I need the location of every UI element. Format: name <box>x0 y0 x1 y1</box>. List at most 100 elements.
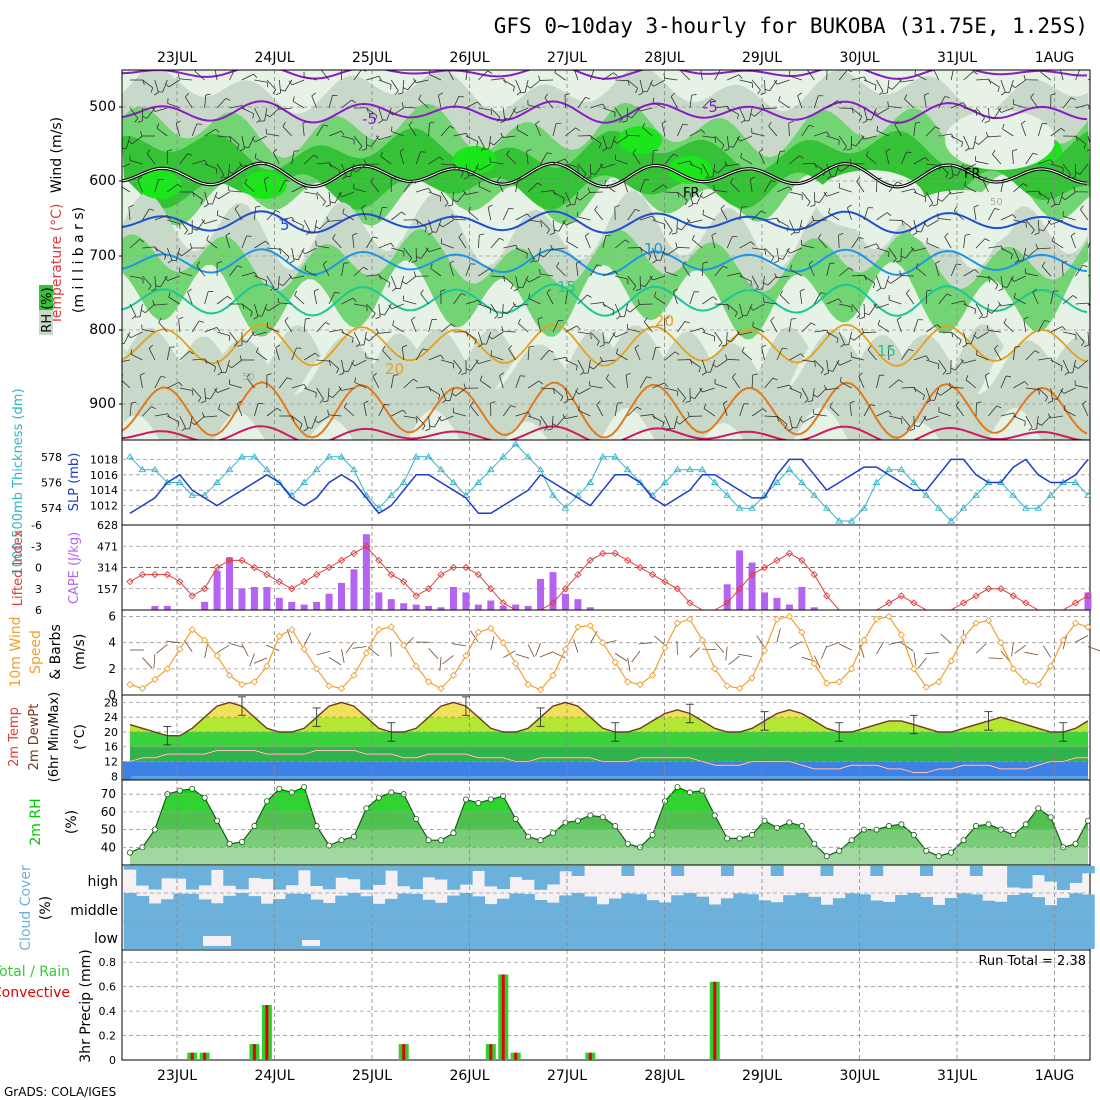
cloud-middle-bar <box>1044 905 1058 921</box>
wind-barb-flag <box>1083 143 1087 149</box>
temp-tick-label: 8 <box>111 770 118 783</box>
wind-barb-flag <box>200 400 206 404</box>
wind-barb <box>801 191 811 203</box>
wind-barb-flag <box>329 361 331 367</box>
cloud-high-bar <box>534 866 548 890</box>
wind-barb-flag <box>476 141 479 147</box>
thickness-point <box>175 478 184 485</box>
cloud-low-bar <box>745 921 759 949</box>
wind-barb <box>256 351 268 361</box>
wind-barb <box>1003 322 1014 333</box>
li-point <box>350 549 358 557</box>
wind-barb <box>453 293 462 305</box>
wind-barb-flag <box>122 342 125 344</box>
wind10m-barb <box>439 657 442 672</box>
wind-barb-flag <box>284 317 289 322</box>
wind-barb <box>528 298 541 305</box>
wind-barb-flag <box>684 200 688 206</box>
wind-barb-flag <box>253 316 259 320</box>
wind-barb-flag <box>128 204 134 208</box>
wind-barb <box>840 163 852 172</box>
wind-barb <box>639 79 644 93</box>
wind-barb-flag <box>512 302 516 307</box>
wind-barb-flag <box>820 292 826 295</box>
wind-barb-flag <box>692 202 698 205</box>
wind-barb-flag <box>750 113 755 117</box>
wind-barb-flag <box>950 367 956 371</box>
cloud-low-bar <box>322 921 336 949</box>
temp-band <box>130 761 1088 777</box>
wind-barb <box>322 264 330 277</box>
wind-barb-flag <box>712 296 718 301</box>
wind-barb-flag <box>527 411 532 417</box>
cloud-high-bar <box>409 866 423 890</box>
wind-barb <box>261 303 268 317</box>
wind-barb-flag <box>827 66 832 67</box>
wind-barb-flag <box>760 92 766 95</box>
wind-barb-flag <box>764 88 770 92</box>
li-point <box>412 592 420 600</box>
wind-barb <box>552 219 555 233</box>
cloud-low-bar <box>1069 921 1083 949</box>
wind-barb-flag <box>282 122 286 127</box>
slp-label: SLP (mb) <box>67 453 82 512</box>
wind-barb-flag <box>322 260 328 265</box>
wind10m-barb <box>328 657 342 666</box>
cloud-middle-bar <box>285 893 299 921</box>
li-point <box>910 599 918 607</box>
wind10m-barb <box>428 648 439 659</box>
cloud-low-bar <box>658 921 672 949</box>
cloud-middle-bar <box>210 903 224 921</box>
precip-tick-label: 0.8 <box>99 956 117 969</box>
cape-bar <box>524 605 532 610</box>
wind-barb <box>763 107 777 110</box>
wind-barb-flag <box>984 120 990 124</box>
wind-barb <box>813 191 816 206</box>
wind-barb <box>298 247 305 260</box>
wind-barb <box>701 359 707 373</box>
wind-barb-flag <box>661 120 667 124</box>
wind-barb-flag <box>277 297 280 303</box>
wind-barb-flag <box>453 164 456 170</box>
wind-barb-flag <box>225 232 231 236</box>
wind-barb-flag <box>664 382 668 388</box>
wind-barb <box>353 303 367 307</box>
wind-barb <box>626 107 629 122</box>
wind-barb-flag <box>413 271 416 277</box>
wind-barb-flag <box>490 401 496 404</box>
wind-barb <box>664 191 678 194</box>
wind-barb-flag <box>264 176 270 180</box>
wind-barb <box>440 387 447 401</box>
wind-barb <box>764 217 778 221</box>
wind-barb <box>975 160 989 165</box>
wind-barb-flag <box>872 283 876 289</box>
cloud-middle-bar <box>521 894 535 921</box>
wind-barb-flag <box>500 132 504 138</box>
wind10m-point <box>474 628 483 636</box>
wind-barb <box>179 219 188 231</box>
wind-barb <box>886 79 890 93</box>
wind10m-point <box>885 612 893 621</box>
wind-barb <box>941 191 952 202</box>
wind-barb <box>577 294 588 305</box>
wind-barb <box>455 387 467 397</box>
wind-barb-flag <box>408 258 413 263</box>
cloud-low-bar <box>372 921 386 949</box>
wind-barb-flag <box>997 108 1002 113</box>
wind-barb <box>652 150 654 165</box>
wind-barb-flag <box>866 151 869 156</box>
thickness-point <box>735 504 744 511</box>
wind-barb <box>730 182 740 193</box>
wind10m-point <box>847 665 856 673</box>
rh2m-point <box>413 815 420 822</box>
wind10m-point <box>387 623 395 631</box>
wind-barb <box>415 348 424 361</box>
wind-barb-flag <box>960 165 965 170</box>
wind-barb-flag <box>646 376 652 379</box>
rh2m-point <box>251 823 258 830</box>
wind-barb-flag <box>302 225 304 231</box>
wind-barb-flag <box>898 379 904 383</box>
wind-barb <box>764 301 778 305</box>
wind-barb-flag <box>388 304 392 310</box>
date-label-bottom: 31JUL <box>937 1068 977 1084</box>
